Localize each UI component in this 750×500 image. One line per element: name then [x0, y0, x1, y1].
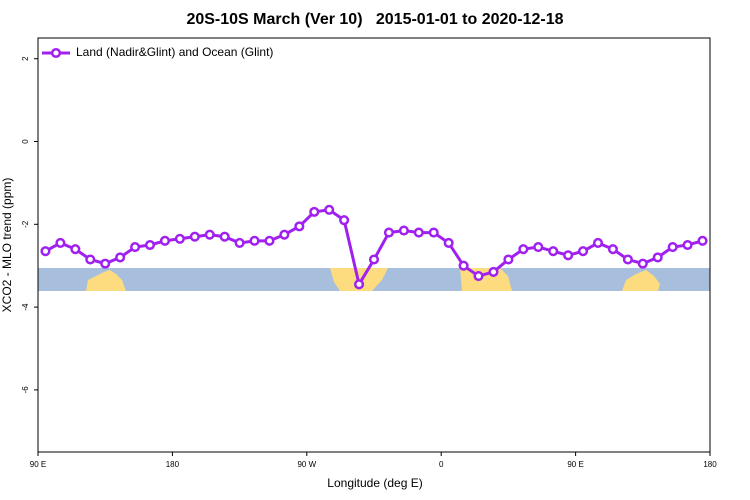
- y-tick-label: -2: [21, 220, 30, 228]
- map-strip: [38, 268, 710, 291]
- chart-title: 20S-10S March (Ver 10) 2015-01-01 to 202…: [186, 11, 563, 28]
- data-point: [55, 237, 66, 248]
- data-point: [503, 254, 514, 265]
- data-point: [518, 244, 529, 255]
- y-tick-label: 0: [21, 139, 30, 144]
- data-point: [174, 233, 185, 244]
- data-point: [548, 246, 559, 257]
- data-point: [279, 229, 290, 240]
- data-point: [458, 260, 469, 271]
- x-tick-label: 0: [439, 460, 444, 469]
- x-tick-label: 180: [166, 460, 180, 469]
- data-point: [398, 225, 409, 236]
- x-tick-label: 90 W: [297, 460, 316, 469]
- data-point: [40, 246, 51, 257]
- data-point: [249, 235, 260, 246]
- data-point: [473, 271, 484, 282]
- data-point: [234, 237, 245, 248]
- data-point: [488, 266, 499, 277]
- data-point: [428, 227, 439, 238]
- data-point: [578, 246, 589, 257]
- data-point: [533, 242, 544, 253]
- data-point: [339, 215, 350, 226]
- data-point: [383, 227, 394, 238]
- data-point: [294, 221, 305, 232]
- y-tick-label: 2: [21, 56, 30, 61]
- data-point: [667, 242, 678, 253]
- x-axis-label: Longitude (deg E): [327, 476, 422, 490]
- data-point: [637, 258, 648, 269]
- y-axis-label: XCO2 - MLO trend (ppm): [0, 178, 14, 313]
- data-point: [100, 258, 111, 269]
- data-point: [130, 242, 141, 253]
- data-point: [219, 231, 230, 242]
- data-point: [592, 237, 604, 248]
- x-tick-label: 90 E: [567, 460, 583, 469]
- x-tick-label: 90 E: [30, 460, 46, 469]
- x-tick-label: 180: [703, 460, 717, 469]
- data-point: [652, 252, 663, 263]
- y-tick-label: -6: [21, 386, 30, 394]
- data-point: [324, 204, 335, 215]
- data-point: [309, 206, 320, 217]
- data-point: [682, 239, 693, 251]
- legend-marker: [50, 47, 62, 59]
- data-point: [354, 279, 365, 290]
- data-point: [204, 229, 215, 240]
- data-point: [70, 244, 81, 255]
- data-point: [607, 244, 618, 255]
- data-point: [144, 239, 156, 251]
- data-point: [189, 231, 200, 242]
- y-tick-label: -4: [21, 303, 30, 311]
- data-point: [413, 227, 424, 238]
- data-point: [264, 235, 275, 246]
- data-point: [697, 235, 708, 246]
- plot-frame: [37, 37, 711, 453]
- data-point: [368, 254, 380, 265]
- legend: Land (Nadir&Glint) and Ocean (Glint): [42, 45, 273, 59]
- legend-label: Land (Nadir&Glint) and Ocean (Glint): [76, 45, 273, 59]
- data-point: [159, 235, 170, 246]
- data-point: [622, 254, 633, 265]
- data-point: [443, 237, 454, 248]
- data-point: [85, 254, 96, 265]
- data-point: [115, 252, 126, 263]
- data-point: [563, 250, 574, 261]
